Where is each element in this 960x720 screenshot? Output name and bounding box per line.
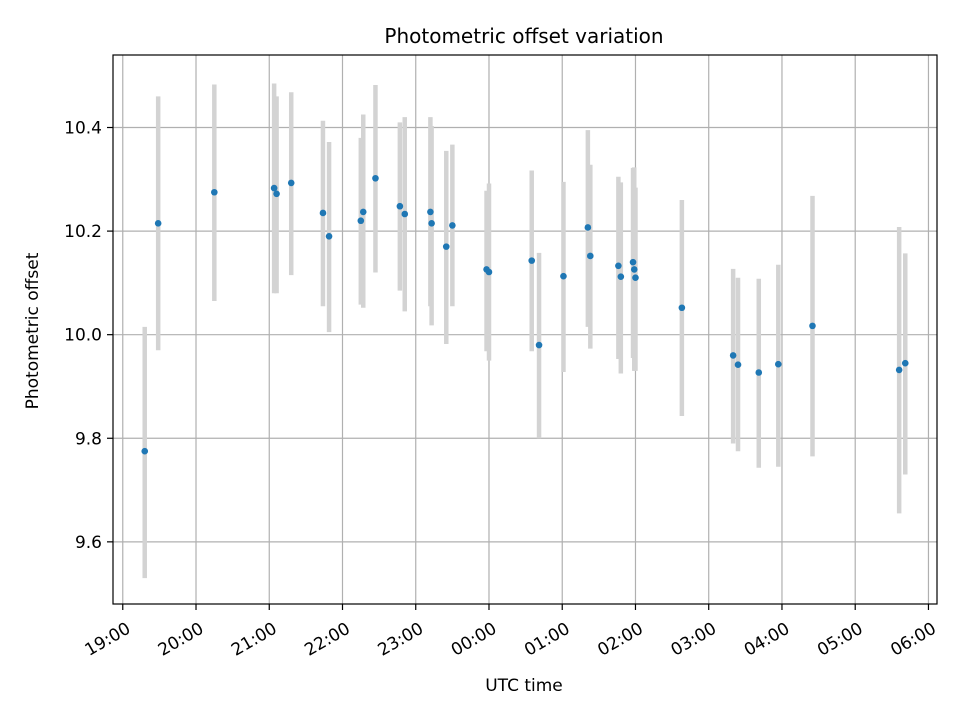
- data-point: [319, 209, 327, 217]
- data-point: [630, 266, 638, 273]
- data-point: [584, 224, 592, 231]
- data-point: [809, 322, 816, 330]
- data-point: [734, 361, 742, 369]
- data-point: [396, 202, 404, 210]
- y-tick-label: 9.6: [75, 533, 102, 553]
- x-axis-label: UTC time: [485, 676, 563, 696]
- grid-lines: [113, 55, 937, 604]
- data-point: [895, 366, 903, 374]
- data-point: [615, 262, 622, 270]
- data-point: [287, 179, 295, 187]
- y-tick-label: 9.8: [75, 429, 102, 449]
- data-point: [729, 352, 737, 359]
- data-point: [442, 243, 450, 250]
- data-point: [528, 257, 536, 264]
- data-point: [428, 220, 435, 227]
- plot-area-frame: [112, 54, 938, 605]
- data-point: [560, 272, 567, 280]
- data-point: [629, 258, 637, 266]
- data-point: [485, 268, 493, 276]
- data-points: [141, 174, 909, 455]
- data-point: [141, 447, 149, 455]
- data-point: [270, 184, 278, 192]
- chart-title: Photometric offset variation: [384, 24, 663, 48]
- data-point: [357, 217, 365, 225]
- data-point: [211, 188, 218, 196]
- data-point: [617, 273, 625, 280]
- y-axis-ticks: 9.6 9.8 10.0 10.2 10.4: [64, 119, 113, 553]
- data-point: [901, 359, 909, 367]
- data-point: [775, 360, 782, 368]
- data-point: [535, 341, 543, 349]
- data-point: [325, 232, 333, 240]
- data-point: [401, 210, 409, 218]
- data-point: [154, 220, 162, 227]
- data-point: [678, 304, 686, 312]
- data-point: [273, 190, 280, 198]
- data-point: [449, 222, 456, 229]
- data-point: [587, 252, 594, 260]
- data-point: [755, 369, 763, 376]
- data-point: [359, 208, 367, 216]
- data-point: [372, 174, 379, 182]
- y-tick-label: 10.0: [64, 326, 102, 346]
- y-tick-label: 10.4: [64, 119, 102, 139]
- y-tick-label: 10.2: [64, 222, 102, 242]
- data-point: [632, 274, 639, 282]
- y-axis-label: Photometric offset: [23, 252, 43, 409]
- data-point: [427, 208, 434, 216]
